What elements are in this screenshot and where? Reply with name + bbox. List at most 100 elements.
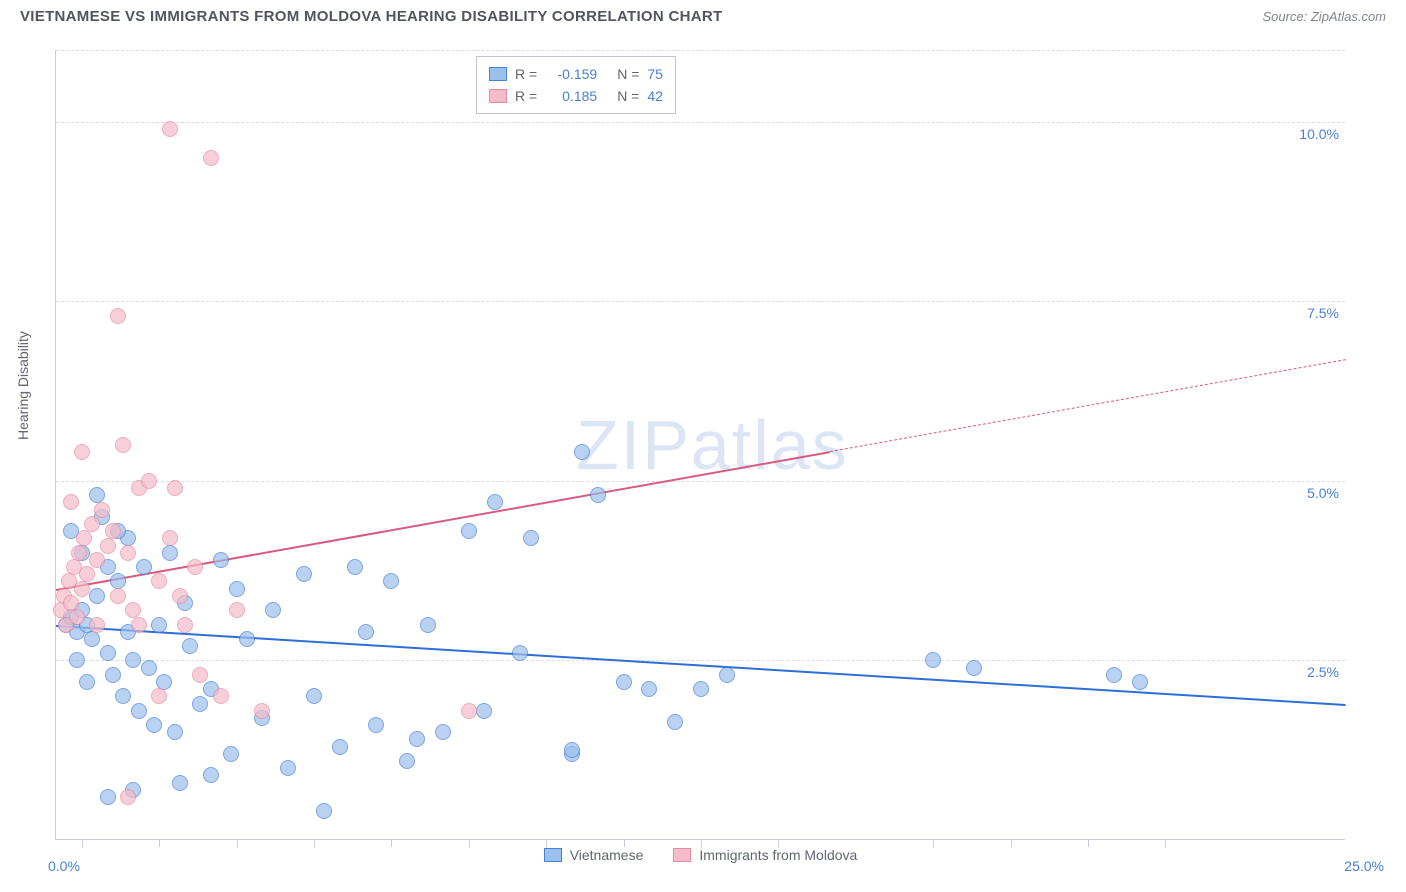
data-point-moldova bbox=[151, 688, 167, 704]
data-point-moldova bbox=[162, 530, 178, 546]
gridline bbox=[56, 301, 1345, 302]
data-point-vietnamese bbox=[182, 638, 198, 654]
legend-label: Vietnamese bbox=[570, 847, 644, 863]
y-tick-label: 7.5% bbox=[1307, 305, 1339, 321]
data-point-vietnamese bbox=[306, 688, 322, 704]
gridline bbox=[56, 660, 1345, 661]
x-tick bbox=[314, 839, 315, 847]
data-point-moldova bbox=[110, 308, 126, 324]
gridline bbox=[56, 50, 1345, 51]
data-point-moldova bbox=[74, 581, 90, 597]
y-tick-label: 2.5% bbox=[1307, 664, 1339, 680]
legend-swatch bbox=[489, 67, 507, 81]
data-point-vietnamese bbox=[420, 617, 436, 633]
n-label: N = bbox=[617, 66, 639, 82]
data-point-moldova bbox=[100, 538, 116, 554]
data-point-vietnamese bbox=[84, 631, 100, 647]
data-point-moldova bbox=[177, 617, 193, 633]
n-value: 75 bbox=[647, 66, 663, 82]
data-point-vietnamese bbox=[125, 652, 141, 668]
data-point-vietnamese bbox=[574, 444, 590, 460]
r-value: 0.185 bbox=[545, 88, 597, 104]
legend-item: Vietnamese bbox=[544, 847, 644, 863]
data-point-vietnamese bbox=[564, 742, 580, 758]
data-point-vietnamese bbox=[719, 667, 735, 683]
legend-item: Immigrants from Moldova bbox=[673, 847, 857, 863]
data-point-vietnamese bbox=[192, 696, 208, 712]
data-point-moldova bbox=[94, 502, 110, 518]
data-point-moldova bbox=[105, 523, 121, 539]
x-tick bbox=[933, 839, 934, 847]
legend-row: R =-0.159N =75 bbox=[489, 63, 663, 85]
y-tick-label: 5.0% bbox=[1307, 485, 1339, 501]
data-point-vietnamese bbox=[409, 731, 425, 747]
data-point-moldova bbox=[203, 150, 219, 166]
x-tick bbox=[546, 839, 547, 847]
data-point-vietnamese bbox=[461, 523, 477, 539]
data-point-vietnamese bbox=[667, 714, 683, 730]
data-point-moldova bbox=[213, 688, 229, 704]
legend-row: R = 0.185 N = 42 bbox=[489, 85, 663, 107]
data-point-vietnamese bbox=[151, 617, 167, 633]
data-point-vietnamese bbox=[280, 760, 296, 776]
data-point-moldova bbox=[120, 545, 136, 561]
data-point-vietnamese bbox=[69, 652, 85, 668]
chart-plot-area: ZIPatlas R =-0.159N =75R =0.185N =42 Vie… bbox=[55, 50, 1345, 840]
data-point-vietnamese bbox=[229, 581, 245, 597]
data-point-moldova bbox=[192, 667, 208, 683]
data-point-moldova bbox=[89, 552, 105, 568]
data-point-vietnamese bbox=[476, 703, 492, 719]
data-point-vietnamese bbox=[523, 530, 539, 546]
data-point-moldova bbox=[69, 609, 85, 625]
correlation-legend: R =-0.159N =75R =0.185N =42 bbox=[476, 56, 676, 114]
x-tick bbox=[237, 839, 238, 847]
data-point-vietnamese bbox=[1132, 674, 1148, 690]
data-point-vietnamese bbox=[203, 767, 219, 783]
data-point-vietnamese bbox=[693, 681, 709, 697]
data-point-vietnamese bbox=[100, 789, 116, 805]
x-tick bbox=[391, 839, 392, 847]
data-point-vietnamese bbox=[162, 545, 178, 561]
data-point-vietnamese bbox=[1106, 667, 1122, 683]
data-point-vietnamese bbox=[512, 645, 528, 661]
x-tick bbox=[159, 839, 160, 847]
r-label: R = bbox=[515, 88, 537, 104]
data-point-vietnamese bbox=[131, 703, 147, 719]
data-point-moldova bbox=[89, 617, 105, 633]
data-point-vietnamese bbox=[966, 660, 982, 676]
x-tick bbox=[1088, 839, 1089, 847]
x-max-label: 25.0% bbox=[1344, 858, 1384, 874]
data-point-moldova bbox=[254, 703, 270, 719]
x-tick bbox=[469, 839, 470, 847]
data-point-moldova bbox=[76, 530, 92, 546]
x-min-label: 0.0% bbox=[48, 858, 80, 874]
data-point-moldova bbox=[229, 602, 245, 618]
x-tick bbox=[701, 839, 702, 847]
data-point-vietnamese bbox=[213, 552, 229, 568]
data-point-moldova bbox=[187, 559, 203, 575]
legend-swatch bbox=[673, 848, 691, 862]
x-tick bbox=[1011, 839, 1012, 847]
chart-title: VIETNAMESE VS IMMIGRANTS FROM MOLDOVA HE… bbox=[20, 8, 722, 25]
legend-swatch bbox=[544, 848, 562, 862]
y-tick-label: 10.0% bbox=[1299, 126, 1339, 142]
data-point-moldova bbox=[84, 516, 100, 532]
data-point-moldova bbox=[162, 121, 178, 137]
data-point-moldova bbox=[71, 545, 87, 561]
data-point-vietnamese bbox=[167, 724, 183, 740]
data-point-moldova bbox=[110, 588, 126, 604]
data-point-vietnamese bbox=[100, 645, 116, 661]
trend-line bbox=[56, 451, 830, 591]
data-point-moldova bbox=[172, 588, 188, 604]
data-point-vietnamese bbox=[332, 739, 348, 755]
data-point-vietnamese bbox=[115, 688, 131, 704]
data-point-vietnamese bbox=[590, 487, 606, 503]
n-value: 42 bbox=[647, 88, 663, 104]
n-label: N = bbox=[617, 88, 639, 104]
legend-swatch bbox=[489, 89, 507, 103]
data-point-moldova bbox=[79, 566, 95, 582]
data-point-vietnamese bbox=[89, 588, 105, 604]
data-point-vietnamese bbox=[172, 775, 188, 791]
data-point-vietnamese bbox=[383, 573, 399, 589]
data-point-moldova bbox=[461, 703, 477, 719]
